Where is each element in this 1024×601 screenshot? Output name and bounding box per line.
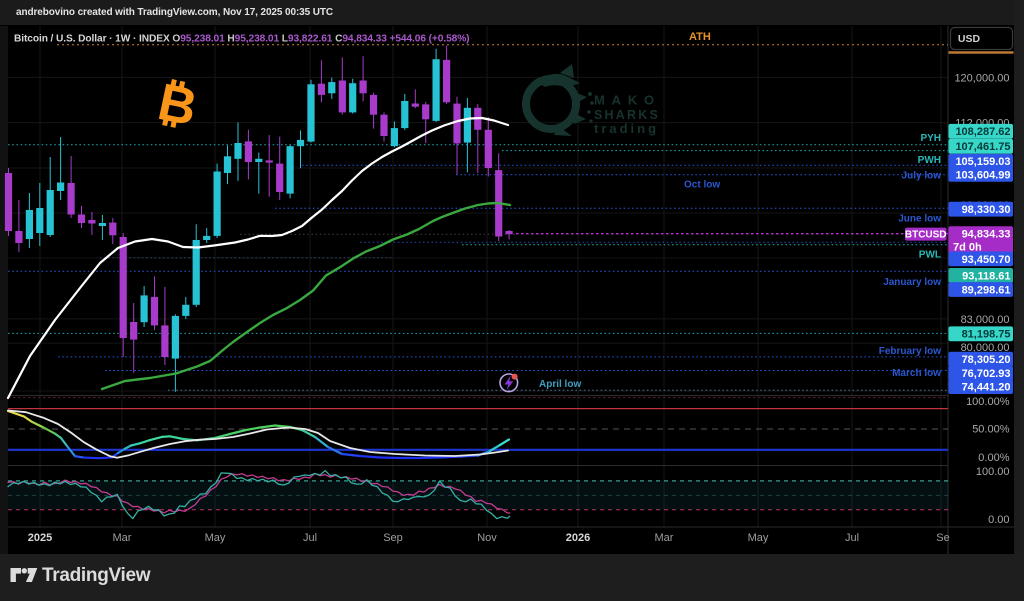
svg-text:103,604.99: 103,604.99 — [955, 169, 1010, 181]
svg-text:93,450.70: 93,450.70 — [962, 254, 1011, 266]
svg-text:100.00%: 100.00% — [966, 396, 1010, 408]
svg-text:June low: June low — [898, 213, 941, 224]
svg-text:Jul: Jul — [303, 532, 317, 544]
svg-text:0.00: 0.00 — [988, 514, 1009, 526]
svg-text:BTCUSD: BTCUSD — [905, 229, 947, 240]
svg-text:Se: Se — [936, 532, 949, 544]
svg-text:May: May — [748, 532, 769, 544]
svg-text:93,118.61: 93,118.61 — [962, 270, 1010, 282]
svg-text:April low: April low — [539, 379, 581, 390]
svg-text:107,461.75: 107,461.75 — [955, 141, 1010, 153]
svg-text:105,159.03: 105,159.03 — [955, 156, 1010, 168]
svg-text:PWH: PWH — [918, 155, 941, 166]
svg-text:7d 0h: 7d 0h — [953, 241, 982, 253]
svg-text:Bitcoin / U.S. Dollar · 1W · I: Bitcoin / U.S. Dollar · 1W · INDEX O95,2… — [14, 34, 469, 45]
svg-text:Mar: Mar — [655, 532, 674, 544]
svg-text:Mar: Mar — [113, 532, 132, 544]
svg-text:108,287.62: 108,287.62 — [955, 126, 1010, 138]
svg-text:50.00%: 50.00% — [972, 423, 1010, 435]
svg-text:USD: USD — [958, 33, 981, 45]
svg-text:Sep: Sep — [383, 532, 403, 544]
svg-text:MAKO: MAKO — [594, 93, 661, 108]
svg-text:trading: trading — [594, 121, 659, 136]
svg-text:May: May — [205, 532, 226, 544]
svg-text:PWL: PWL — [919, 249, 941, 260]
svg-text:0.00%: 0.00% — [978, 452, 1009, 464]
svg-text:SHARKS: SHARKS — [594, 108, 660, 122]
svg-text:PYH: PYH — [920, 133, 941, 144]
svg-text:2025: 2025 — [28, 532, 52, 544]
svg-text:76,702.93: 76,702.93 — [962, 368, 1011, 380]
svg-text:Oct low: Oct low — [684, 180, 720, 191]
svg-text:Jul: Jul — [845, 532, 859, 544]
svg-text:98,330.30: 98,330.30 — [962, 204, 1011, 216]
svg-text:2026: 2026 — [566, 532, 590, 544]
svg-text:89,298.61: 89,298.61 — [962, 284, 1011, 296]
svg-text:Nov: Nov — [477, 532, 497, 544]
svg-text:74,441.20: 74,441.20 — [962, 382, 1011, 394]
svg-text:81,198.75: 81,198.75 — [962, 329, 1011, 341]
svg-text:100.00: 100.00 — [976, 466, 1010, 478]
svg-text:July low: July low — [902, 170, 942, 181]
svg-text:January low: January low — [883, 277, 941, 288]
svg-text:83,000.00: 83,000.00 — [961, 314, 1010, 326]
svg-text:March low: March low — [892, 368, 941, 379]
svg-text:80,000.00: 80,000.00 — [961, 342, 1010, 354]
svg-text:78,305.20: 78,305.20 — [962, 354, 1011, 366]
svg-text:ATH: ATH — [689, 31, 711, 43]
svg-text:120,000.00: 120,000.00 — [954, 72, 1009, 84]
svg-text:94,834.33: 94,834.33 — [962, 229, 1011, 241]
svg-text:February low: February low — [879, 346, 941, 357]
